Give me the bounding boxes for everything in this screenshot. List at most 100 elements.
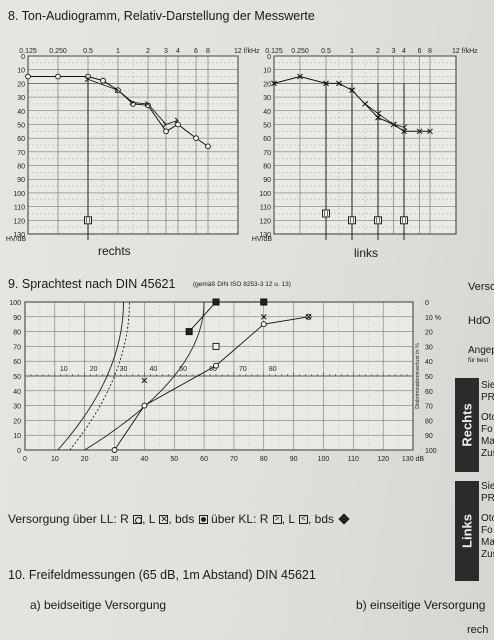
db-tick-label: 70 — [263, 150, 271, 157]
versorgung-line: Versorgung über LL: R , L ✕, bds über KL… — [8, 512, 351, 526]
freq-tick-label: 2 — [376, 48, 380, 55]
x-axis-label: 60 — [200, 456, 208, 463]
filled-square-point — [212, 298, 220, 306]
inner-scale-label: 80 — [269, 366, 277, 373]
right-axis-label: 50 — [425, 374, 433, 381]
freq-tick-label: 0.5 — [321, 48, 331, 55]
rechts-form-line: Zus — [481, 448, 494, 459]
inner-scale-label: 60 — [209, 366, 217, 373]
bone-conduction-point — [162, 121, 167, 128]
right-axis-label: 90 — [425, 433, 433, 440]
links-tab: Links — [455, 481, 479, 581]
bone-marker-box — [322, 209, 330, 218]
rechts-form-line: PR — [481, 392, 494, 403]
inner-scale-label: 30 — [120, 366, 128, 373]
section-9-subtitle: (gemäß DIN ISO 8253-3 12 u. 13) — [193, 281, 291, 288]
freq-tick-label: 0.5 — [83, 48, 93, 55]
freq-tick-label: 0.250 — [49, 48, 67, 55]
db-tick-label: 100 — [13, 191, 25, 198]
versorgung-ll-prefix: Versorgung über LL: R — [8, 512, 129, 526]
db-tick-label: 120 — [13, 218, 25, 225]
left-axis-label: 30 — [13, 404, 21, 411]
db-tick-label: 90 — [17, 177, 25, 184]
db-tick-label: 20 — [17, 81, 25, 88]
audiogram-left-label: links — [354, 246, 379, 260]
option-a-label: a) beidseitige Versorgung — [30, 598, 167, 612]
footer-fragment: rech — [467, 624, 489, 636]
db-tick-label: 30 — [17, 95, 25, 102]
x-axis-label: 20 — [81, 456, 89, 463]
freq-tick-label: 0.250 — [291, 48, 309, 55]
x-axis-label: 90 — [290, 456, 298, 463]
rechts-form-line: Sie — [481, 380, 494, 391]
db-tick-label: 110 — [260, 205, 271, 212]
links-form-line: Ma — [481, 537, 494, 548]
right-axis-label: 30 — [425, 344, 433, 351]
right-axis-label: 10 % — [425, 315, 441, 322]
bone-marker-box — [348, 216, 356, 225]
left-axis-label: 10 — [13, 433, 21, 440]
hdo-label: HdO — [468, 315, 491, 327]
freq-tick-label: 3 — [392, 48, 396, 55]
versorgung-ll-bds: , bds — [168, 512, 195, 526]
versorgung-ll-l: , L — [142, 512, 155, 526]
x-axis-label: 70 — [230, 456, 238, 463]
links-form-line: Zus — [481, 549, 494, 560]
freq-tick-label: 4 — [402, 48, 406, 55]
air-conduction-point — [297, 73, 303, 80]
x-axis-label: 130 dB — [402, 456, 425, 463]
filled-diamond-symbol-icon — [338, 513, 351, 525]
air-conduction-point — [416, 128, 423, 135]
rechts-form-line: Fo — [481, 424, 493, 435]
db-tick-label: 70 — [17, 150, 25, 157]
air-conduction-point — [205, 143, 211, 150]
db-tick-label: 110 — [14, 205, 25, 212]
db-tick-label: 10 — [263, 68, 271, 75]
db-tick-label: 0 — [267, 54, 271, 61]
air-conduction-point — [427, 128, 433, 135]
option-b-label: b) einseitige Versorgung — [356, 598, 486, 612]
versorgung-kl-bds: , bds — [308, 512, 335, 526]
links-form-line: Fo — [481, 525, 493, 536]
bone-conduction-point — [144, 101, 149, 107]
versorgung-label: Versorg — [468, 281, 494, 293]
air-conduction-point — [323, 80, 329, 87]
versorgung-kl-prefix: über KL: R — [207, 512, 269, 526]
freq-tick-label: 8 — [428, 48, 432, 55]
links-form-line: Sie — [481, 481, 494, 492]
freq-tick-label: 6 — [418, 48, 422, 55]
air-conduction-point — [193, 135, 199, 142]
inner-scale-label: 10 — [60, 366, 68, 373]
air-conduction-point — [175, 121, 181, 128]
air-conduction-point — [271, 80, 277, 87]
circle-point — [141, 402, 148, 409]
bone-conduction-point — [174, 117, 179, 124]
db-tick-label: 50 — [17, 122, 25, 129]
db-tick-label: 60 — [17, 136, 25, 143]
reference-curve — [84, 301, 205, 451]
bone-conduction-point — [114, 87, 119, 94]
x-point — [260, 313, 267, 320]
filled-square-point — [185, 328, 193, 336]
x-axis-label: 50 — [170, 456, 178, 463]
inner-scale-label: 40 — [149, 366, 157, 373]
left-axis-label: 70 — [13, 344, 21, 351]
filled-circle-symbol-icon — [198, 515, 208, 524]
section-8-title: 8. Ton-Audiogramm, Relativ-Darstellung d… — [8, 9, 315, 23]
x-point — [141, 377, 148, 384]
circle-point — [213, 362, 219, 369]
right-axis-label: 80 — [425, 418, 433, 425]
db-tick-label: 20 — [263, 81, 271, 88]
db-tick-label: 80 — [263, 164, 271, 171]
angepasst-sub: für best — [468, 358, 489, 364]
filled-square-point — [260, 298, 268, 306]
freq-tick-label: 1 — [116, 48, 120, 55]
audiogram-right-label: rechts — [98, 244, 131, 258]
reference-curve — [57, 301, 124, 451]
section-10-title: 10. Freifeldmessungen (65 dB, 1m Abstand… — [8, 568, 316, 582]
section-9-title: 9. Sprachtest nach DIN 45621 — [8, 277, 176, 291]
db-tick-label: 50 — [263, 122, 271, 129]
